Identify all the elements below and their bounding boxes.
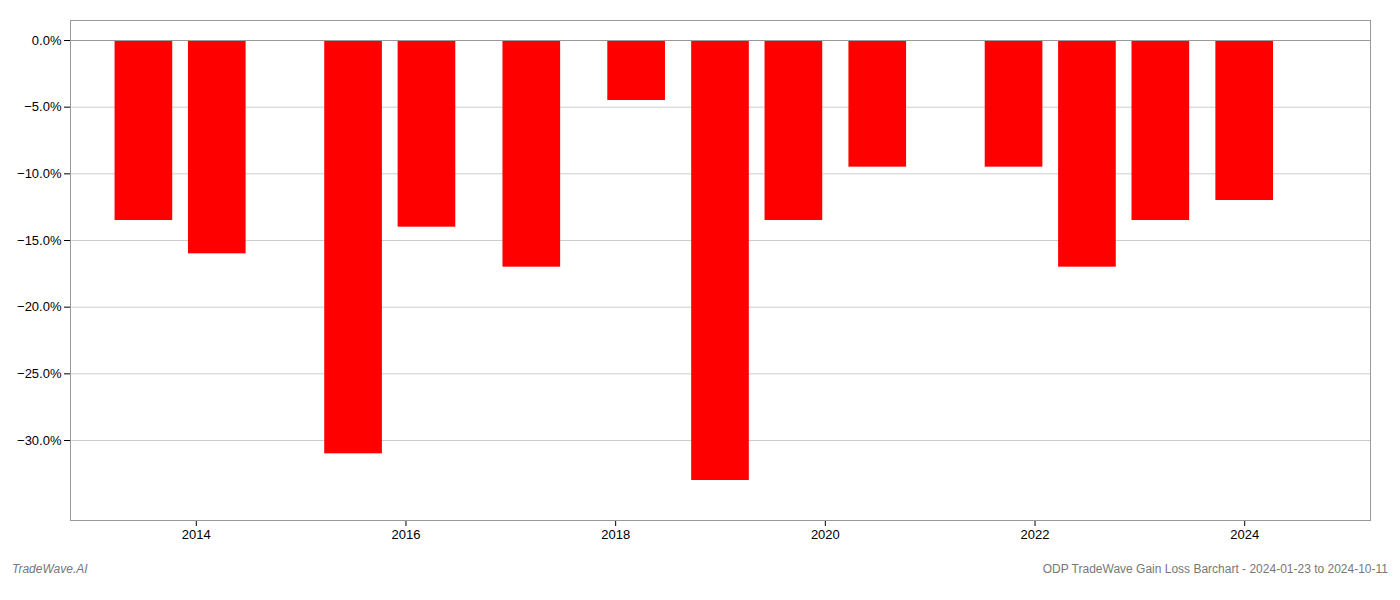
- svg-text:0.0%: 0.0%: [32, 33, 62, 48]
- svg-text:−25.0%: −25.0%: [17, 366, 62, 381]
- svg-text:−5.0%: −5.0%: [24, 99, 62, 114]
- html-text:TradeWave.AI: TradeWave.AI: [12, 562, 88, 576]
- svg-text:2020: 2020: [811, 527, 840, 542]
- svg-text:2022: 2022: [1021, 527, 1050, 542]
- svg-text:−15.0%: −15.0%: [17, 233, 62, 248]
- svg-text:2014: 2014: [182, 527, 211, 542]
- svg-text:2018: 2018: [601, 527, 630, 542]
- svg-text:−20.0%: −20.0%: [17, 299, 62, 314]
- svg-text:2016: 2016: [392, 527, 421, 542]
- html-text:ODP TradeWave Gain Loss Barcha: ODP TradeWave Gain Loss Barchart - 2024-…: [1042, 562, 1388, 576]
- svg-text:−30.0%: −30.0%: [17, 433, 62, 448]
- svg-text:−10.0%: −10.0%: [17, 166, 62, 181]
- svg-text:2024: 2024: [1230, 527, 1259, 542]
